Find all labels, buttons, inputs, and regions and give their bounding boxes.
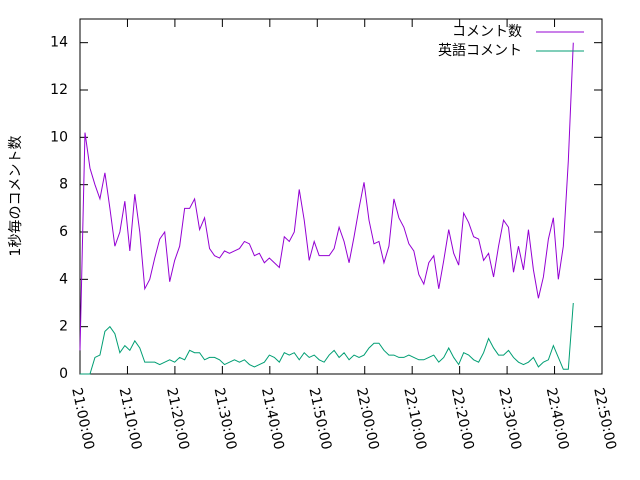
x-tick-label: 21:50:00 bbox=[305, 386, 334, 451]
legend-label: コメント数 bbox=[452, 24, 522, 40]
line-series bbox=[80, 302, 574, 375]
x-tick-label: 22:50:00 bbox=[590, 386, 619, 451]
y-tick-label: 2 bbox=[59, 319, 68, 335]
plot-frame bbox=[79, 18, 603, 375]
x-tick-label: 21:10:00 bbox=[116, 386, 145, 451]
y-tick-label: 14 bbox=[50, 35, 68, 51]
y-tick-label: 10 bbox=[50, 129, 68, 145]
y-tick-label: 0 bbox=[59, 366, 68, 382]
x-tick-label: 21:00:00 bbox=[68, 386, 97, 451]
x-tick-label: 21:20:00 bbox=[163, 386, 192, 451]
y-axis-label: 1秒毎のコメント数 bbox=[8, 136, 24, 257]
x-tick-label: 22:20:00 bbox=[448, 386, 477, 451]
y-tick-label: 6 bbox=[59, 224, 68, 240]
y-tick-label: 12 bbox=[50, 82, 68, 98]
y-tick-label: 4 bbox=[59, 271, 68, 287]
x-tick-label: 22:00:00 bbox=[353, 386, 382, 451]
x-tick-label: 22:10:00 bbox=[400, 386, 429, 451]
legend-label: 英語コメント bbox=[438, 42, 522, 59]
x-tick-label: 21:30:00 bbox=[211, 386, 240, 451]
line-series bbox=[79, 42, 574, 351]
x-tick-label: 22:30:00 bbox=[495, 386, 524, 451]
x-tick-label: 21:40:00 bbox=[258, 386, 287, 451]
y-tick-label: 8 bbox=[59, 177, 68, 193]
x-tick-label: 22:40:00 bbox=[543, 386, 572, 451]
